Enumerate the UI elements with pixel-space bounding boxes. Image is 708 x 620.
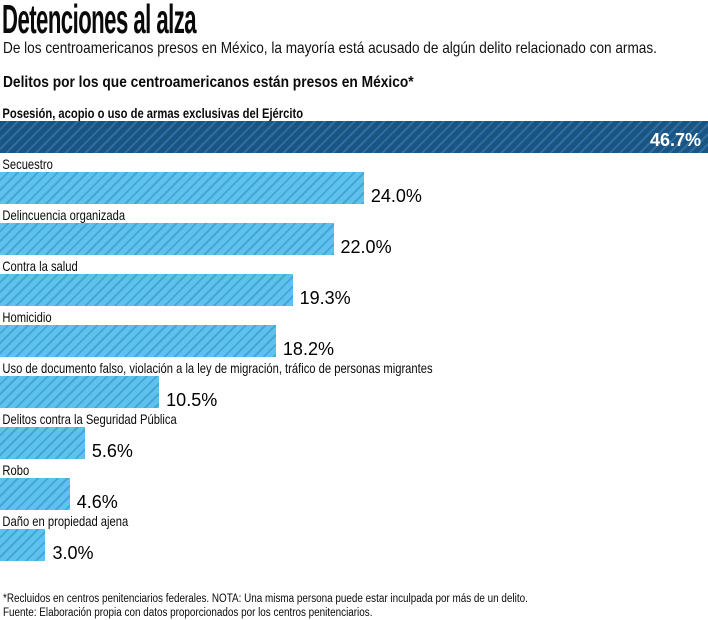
bar-category-label: Homicidio <box>2 309 52 325</box>
footnote-source: Fuente: Elaboración propia con datos pro… <box>3 607 373 619</box>
bar-row: Posesión, acopio o uso de armas exclusiv… <box>0 106 708 153</box>
bar <box>0 325 276 357</box>
bar <box>0 529 46 561</box>
bar-category-label: Daño en propiedad ajena <box>2 513 129 529</box>
bar-category-label: Delitos contra la Seguridad Pública <box>2 411 177 427</box>
bar-value-label: 10.5% <box>166 390 218 410</box>
bar-value-label: 19.3% <box>299 288 351 308</box>
bar-row: Homicidio 18.2% <box>0 309 708 359</box>
bar-category-label: Posesión, acopio o uso de armas exclusiv… <box>2 105 304 121</box>
bar-row: Delitos contra la Seguridad Pública 5.6% <box>0 411 708 461</box>
bar <box>0 376 160 408</box>
bar-highlight: 46.7% <box>0 121 708 153</box>
bar-chart: Posesión, acopio o uso de armas exclusiv… <box>0 106 708 565</box>
bar <box>0 172 364 204</box>
bar-category-label: Secuestro <box>2 156 53 172</box>
bar-row: Robo 4.6% <box>0 462 708 512</box>
bar-category-label: Uso de documento falso, violación a la l… <box>2 360 433 376</box>
bar-row: Secuestro 24.0% <box>0 156 708 206</box>
page-subtitle: De los centroamericanos presos en México… <box>3 40 657 57</box>
bar-value-label: 3.0% <box>52 543 94 563</box>
bar-value-label: 4.6% <box>76 492 118 512</box>
bar-category-label: Delincuencia organizada <box>2 207 126 223</box>
bar-track: 24.0% <box>0 172 708 206</box>
bar-category-label: Contra la salud <box>2 258 78 274</box>
bar-row: Uso de documento falso, violación a la l… <box>0 360 708 410</box>
bar-value-label: 22.0% <box>340 237 392 257</box>
page-title: Detenciones al alza <box>2 0 197 42</box>
footnotes: *Recluidos en centros penitenciarios fed… <box>3 592 528 620</box>
bar-row: Contra la salud 19.3% <box>0 258 708 308</box>
bar <box>0 478 70 510</box>
bar <box>0 274 293 306</box>
bar-track: 19.3% <box>0 274 708 308</box>
bar <box>0 427 85 459</box>
bar-track: 46.7% <box>0 121 708 153</box>
bar-row: Daño en propiedad ajena 3.0% <box>0 513 708 563</box>
bar-category-label: Robo <box>2 462 30 478</box>
bar <box>0 223 334 255</box>
bar-track: 22.0% <box>0 223 708 257</box>
bar-value-label: 5.6% <box>91 441 133 461</box>
bar-track: 3.0% <box>0 529 708 563</box>
bar-value-label: 24.0% <box>370 186 422 206</box>
bar-value-label: 18.2% <box>282 339 334 359</box>
bar-row: Delincuencia organizada 22.0% <box>0 207 708 257</box>
bar-track: 4.6% <box>0 478 708 512</box>
bar-value-label: 46.7% <box>649 130 701 150</box>
bar-track: 10.5% <box>0 376 708 410</box>
bar-track: 5.6% <box>0 427 708 461</box>
bar-track: 18.2% <box>0 325 708 359</box>
chart-title: Delitos por los que centroamericanos est… <box>3 74 414 91</box>
footnote-note: *Recluidos en centros penitenciarios fed… <box>3 593 528 605</box>
